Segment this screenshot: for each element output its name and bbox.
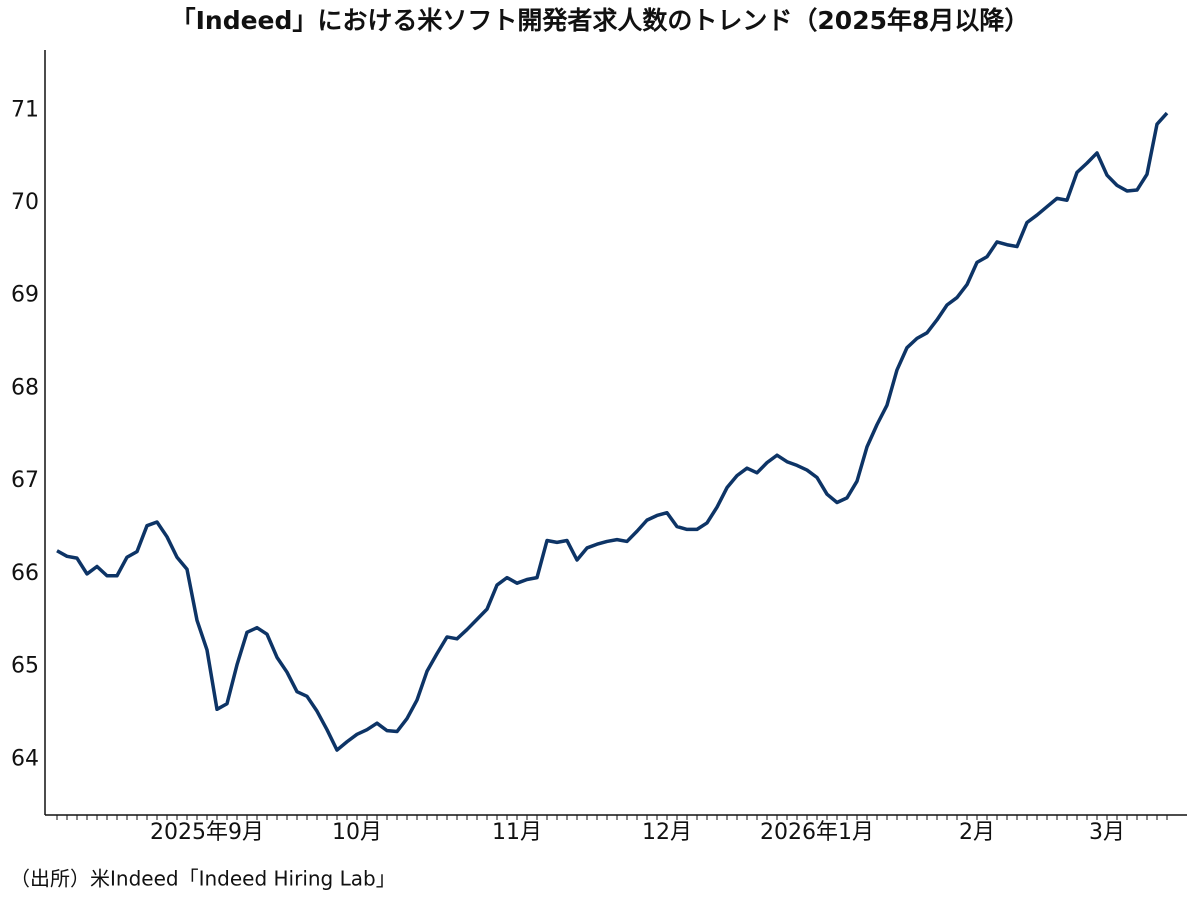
data-line [56,111,1169,752]
x-tick-label: 2025年9月 [150,820,264,845]
y-tick-label: 71 [11,97,39,122]
x-tick-label: 12月 [642,820,692,845]
y-tick-label: 68 [11,375,39,400]
y-tick-label: 67 [11,468,39,493]
y-tick-label: 70 [11,190,39,215]
x-tick-label: 10月 [332,820,382,845]
source-note: （出所）米Indeed「Indeed Hiring Lab」 [10,867,396,891]
x-tick-label: 2月 [959,820,995,845]
x-tick-label: 2026年1月 [760,820,874,845]
y-tick-label: 64 [11,746,39,771]
x-tick-label: 3月 [1089,820,1125,845]
y-tick-label: 66 [11,561,39,586]
x-tick-label: 11月 [492,820,542,845]
chart-title: 「Indeed」における米ソフト開発者求人数のトレンド（2025年8月以降） [171,6,1030,35]
y-tick-label: 65 [11,654,39,679]
y-tick-label: 69 [11,283,39,308]
